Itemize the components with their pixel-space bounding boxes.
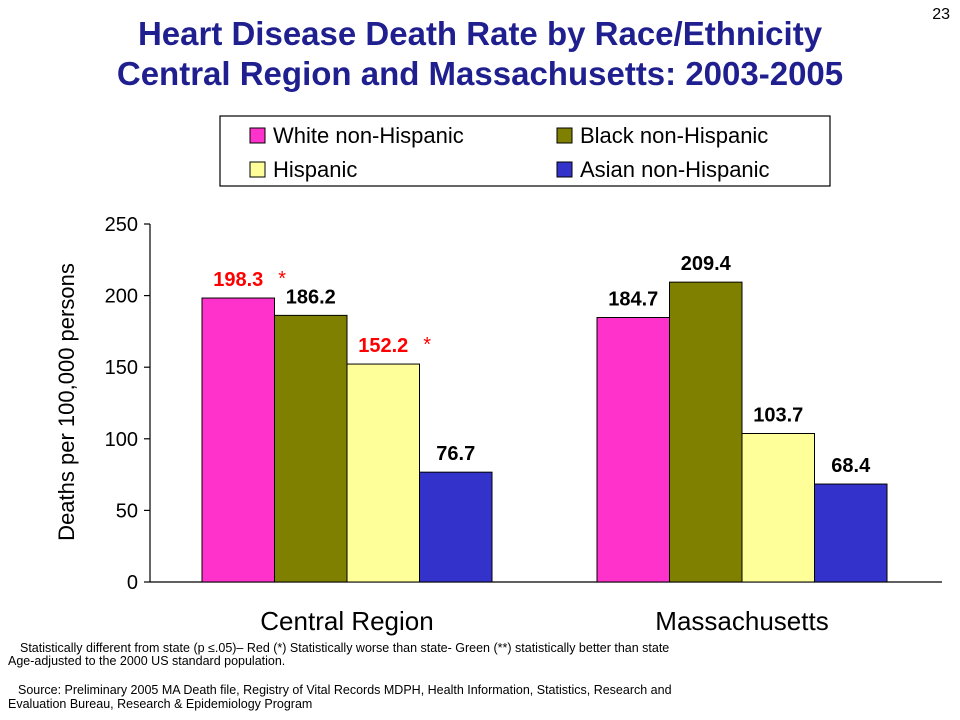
age-adjusted-note: Age-adjusted to the 2000 US standard pop… [8, 654, 286, 668]
data-label: 103.7 [753, 405, 803, 427]
data-label: 184.7 [608, 289, 658, 311]
legend-swatch [556, 127, 573, 144]
significance-note: Statistically different from state (p ≤.… [20, 641, 670, 655]
legend-swatch [249, 161, 266, 178]
legend-swatch [556, 161, 573, 178]
y-tick-label: 200 [105, 286, 138, 308]
source-note-line-2: Evaluation Bureau, Research & Epidemiolo… [8, 697, 313, 711]
title-line-2: Central Region and Massachusetts: 2003-2… [116, 55, 844, 92]
data-label: 209.4 [681, 253, 732, 275]
bar [274, 314, 348, 583]
data-label: 198.3 [213, 269, 263, 291]
bar [741, 433, 815, 583]
y-tick-label: 150 [105, 357, 138, 379]
bar [669, 281, 743, 583]
legend-label: Hispanic [273, 157, 357, 182]
y-tick-label: 50 [116, 500, 138, 522]
bar [346, 363, 420, 583]
data-label: 186.2 [286, 286, 336, 308]
data-label: 68.4 [831, 455, 871, 477]
data-label: 152.2 [358, 335, 408, 357]
legend-label: Black non-Hispanic [580, 123, 768, 148]
title-line-1: Heart Disease Death Rate by Race/Ethnici… [137, 15, 823, 52]
y-axis-label: Deaths per 100,000 persons [54, 263, 79, 541]
bar [201, 297, 275, 583]
legend-box [219, 115, 831, 187]
source-note-line-1: Source: Preliminary 2005 MA Death file, … [18, 683, 672, 697]
slide-number: 23 [932, 6, 950, 23]
legend-label: Asian non-Hispanic [580, 157, 770, 182]
y-tick-label: 250 [105, 214, 138, 236]
legend-swatch [249, 127, 266, 144]
y-tick-label: 0 [127, 572, 138, 594]
bar [596, 317, 670, 583]
category-label: Central Region [260, 606, 433, 636]
bar [814, 483, 888, 583]
significance-marker: * [423, 334, 431, 356]
bar-chart: White non-Hispanic Black non-Hispanic Hisp… [54, 115, 942, 636]
bar [419, 471, 493, 583]
data-label: 76.7 [436, 443, 475, 465]
y-tick-label: 100 [105, 429, 138, 451]
legend-label: White non-Hispanic [273, 123, 464, 148]
category-label: Massachusetts [655, 606, 828, 636]
chart-title: Heart Disease Death Rate by Race/Ethnici… [0, 14, 960, 94]
significance-marker: * [278, 268, 286, 290]
